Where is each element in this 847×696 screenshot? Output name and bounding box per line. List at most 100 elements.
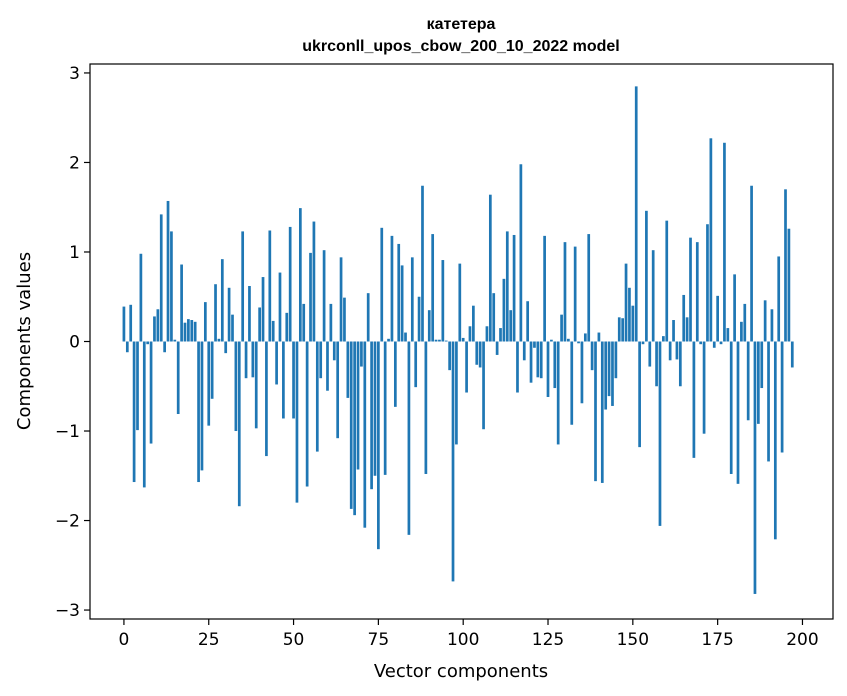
- bar: [431, 234, 435, 342]
- bar: [455, 341, 458, 445]
- bar: [736, 341, 740, 484]
- bar: [546, 341, 550, 397]
- bar: [767, 341, 770, 462]
- bar: [326, 341, 329, 391]
- bar: [760, 341, 764, 389]
- bar: [234, 341, 238, 432]
- y-tick-label: −3: [55, 601, 80, 621]
- x-axis-label: Vector components: [374, 661, 548, 682]
- bar: [241, 231, 245, 342]
- bar: [332, 341, 336, 361]
- bar: [607, 341, 611, 397]
- bar: [692, 341, 696, 458]
- bar: [482, 341, 485, 430]
- bar: [617, 317, 621, 342]
- bar: [594, 341, 597, 482]
- y-tick-label: 2: [69, 153, 80, 173]
- bar: [176, 341, 180, 415]
- bar: [645, 210, 648, 342]
- bar: [353, 341, 356, 516]
- x-tick-label: 150: [617, 630, 649, 650]
- bar: [122, 306, 126, 342]
- bar: [292, 341, 295, 419]
- bar: [614, 341, 618, 379]
- y-tick-label: 0: [69, 333, 80, 353]
- bar: [349, 341, 353, 509]
- bar: [404, 332, 407, 342]
- bar: [695, 242, 699, 342]
- bar: [190, 320, 194, 342]
- bar: [302, 303, 306, 342]
- bar: [770, 309, 774, 342]
- bar: [757, 341, 760, 424]
- bar: [329, 303, 333, 342]
- bar: [570, 341, 574, 425]
- bar: [509, 310, 513, 342]
- bar: [573, 246, 577, 342]
- bar: [261, 277, 265, 342]
- x-tick-label: 100: [447, 630, 479, 650]
- bar: [183, 322, 187, 342]
- bar: [410, 257, 414, 342]
- bar: [193, 321, 197, 342]
- bar: [156, 309, 160, 342]
- bar: [142, 341, 146, 488]
- bar: [600, 341, 604, 483]
- bar: [407, 341, 411, 535]
- bar: [567, 338, 570, 342]
- bar: [543, 235, 546, 342]
- y-axis-ticks: 3 2 1 0 −1 −2 −3: [55, 64, 90, 621]
- bar: [282, 341, 285, 419]
- bar: [621, 318, 625, 342]
- bar: [441, 260, 445, 342]
- bar: [492, 293, 496, 342]
- plot-area-frame: [89, 63, 834, 620]
- bar: [288, 226, 292, 342]
- bar: [448, 341, 451, 371]
- bar: [417, 296, 421, 342]
- bar: [533, 341, 536, 348]
- bar: [475, 341, 479, 365]
- bar-series: [122, 86, 794, 594]
- bar: [553, 341, 557, 389]
- bar: [529, 341, 533, 383]
- bar: [366, 293, 370, 342]
- bar: [343, 297, 346, 342]
- bar: [743, 303, 747, 342]
- bar: [729, 341, 733, 474]
- bar: [658, 341, 662, 526]
- bar: [655, 341, 658, 387]
- bar: [648, 341, 652, 367]
- bar: [702, 341, 706, 434]
- bar: [726, 328, 730, 342]
- bar: [685, 317, 689, 342]
- bar: [611, 341, 614, 406]
- x-tick-label: 75: [368, 630, 390, 650]
- bar: [200, 341, 204, 471]
- bar: [251, 341, 255, 378]
- bar: [244, 341, 248, 379]
- bar: [312, 221, 316, 342]
- bar: [210, 341, 214, 399]
- bar: [217, 338, 221, 342]
- bar: [346, 341, 350, 398]
- bar: [207, 341, 211, 426]
- bar: [638, 341, 641, 448]
- y-tick-label: −1: [55, 422, 80, 442]
- bar: [139, 253, 143, 342]
- bar: [424, 341, 428, 474]
- bar: [536, 341, 540, 378]
- y-tick-label: 3: [69, 64, 80, 84]
- bar: [180, 264, 183, 342]
- bar: [631, 305, 635, 342]
- bar: [784, 189, 787, 342]
- bar: [339, 257, 343, 342]
- bar: [248, 286, 251, 342]
- bar: [170, 231, 173, 342]
- bar: [268, 230, 272, 342]
- bar: [275, 341, 278, 385]
- bar: [159, 214, 163, 342]
- y-tick-label: −2: [55, 512, 80, 532]
- bar: [427, 310, 431, 342]
- bar: [421, 185, 424, 342]
